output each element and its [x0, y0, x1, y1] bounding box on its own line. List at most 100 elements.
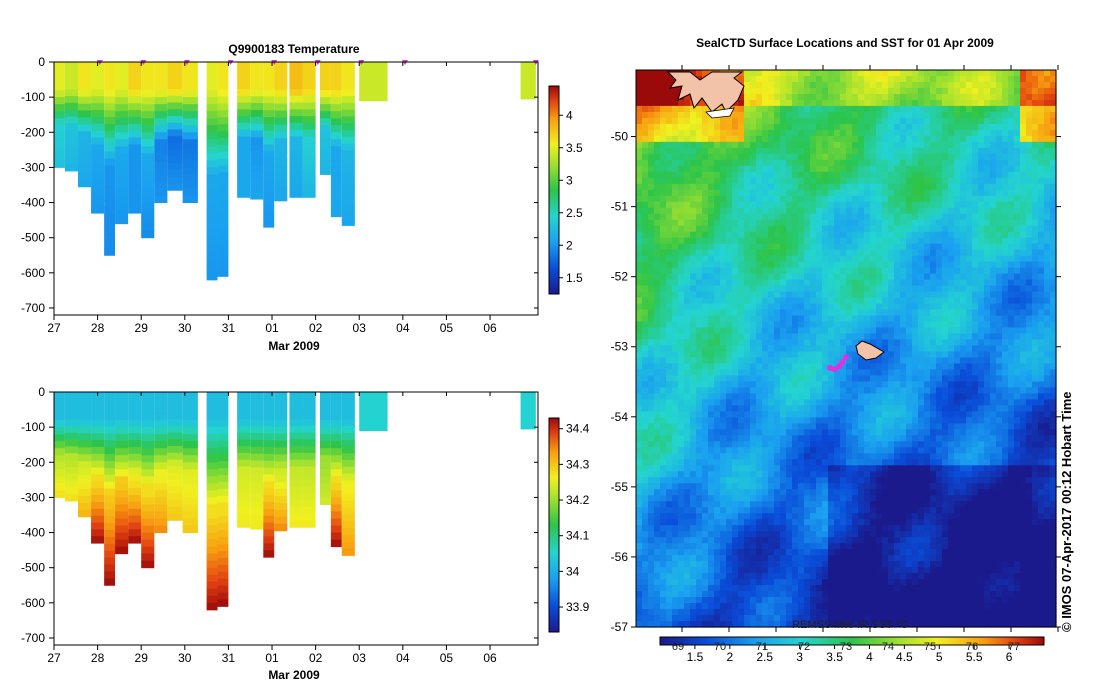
sst-cell	[636, 291, 643, 299]
sst-cell	[726, 315, 733, 323]
sst-cell	[786, 243, 793, 251]
sst-cell	[870, 135, 877, 143]
sst-cell	[1026, 129, 1033, 137]
cell	[104, 543, 116, 552]
sst-cell	[1026, 147, 1033, 155]
cell	[91, 488, 105, 496]
sst-cell	[924, 255, 931, 263]
sst-cell	[810, 123, 817, 131]
sst-cell	[660, 207, 667, 215]
sst-cell	[642, 303, 649, 311]
sst-cell	[822, 327, 829, 335]
sst-cell	[930, 81, 937, 89]
sst-cell	[888, 249, 895, 257]
cell	[330, 511, 342, 519]
sst-cell	[906, 183, 913, 191]
sst-cell	[936, 345, 943, 353]
sst-cell	[960, 309, 967, 317]
sst-cell	[912, 159, 919, 167]
sst-cell	[954, 93, 961, 101]
sst-cell	[1008, 171, 1015, 179]
sst-cell	[642, 243, 649, 251]
sst-cell	[780, 321, 787, 329]
sst-cell	[780, 255, 787, 263]
cell	[115, 139, 129, 147]
sst-cell	[882, 309, 889, 317]
sst-cell	[924, 225, 931, 233]
cell	[330, 392, 342, 400]
cell	[250, 508, 264, 516]
sst-cell	[762, 291, 769, 299]
sst-cell	[762, 207, 769, 215]
cell	[274, 96, 288, 105]
sst-cell	[690, 237, 697, 245]
cell	[319, 406, 331, 414]
cell	[64, 75, 78, 83]
sst-cell	[726, 135, 733, 143]
cell	[359, 424, 388, 432]
sst-cell	[774, 243, 781, 251]
sst-cell	[690, 219, 697, 227]
sst-cell	[972, 207, 979, 215]
cell	[206, 118, 218, 126]
sst-cell	[720, 387, 727, 395]
sst-cell	[894, 129, 901, 137]
cell	[141, 511, 155, 519]
sst-cell	[1014, 321, 1021, 329]
sst-cell	[936, 219, 943, 227]
cb-tick-label: 3	[566, 173, 573, 187]
sst-cell	[840, 159, 847, 167]
cell	[182, 399, 198, 407]
cell	[217, 227, 229, 236]
sst-cell	[654, 207, 661, 215]
cell	[217, 117, 229, 125]
sst-cell	[762, 225, 769, 233]
cell	[115, 518, 129, 527]
cell	[289, 109, 303, 117]
sst-cell	[990, 309, 997, 317]
cell	[128, 110, 142, 118]
cell	[167, 500, 183, 508]
sst-cell	[732, 285, 739, 293]
sst-cell	[768, 201, 775, 209]
sst-cell	[654, 351, 661, 359]
sst-cell	[1044, 219, 1051, 227]
profile-11	[206, 62, 218, 281]
cell	[64, 426, 78, 434]
sst-cell	[648, 81, 655, 89]
x-tick-label: 31	[222, 321, 236, 335]
sst-cell	[702, 279, 709, 287]
sst-cell	[738, 70, 745, 77]
sst-cell	[798, 393, 805, 401]
sst-cell	[936, 333, 943, 341]
sst-cell	[1044, 273, 1051, 281]
sst-cell	[750, 207, 757, 215]
sst-cell	[654, 273, 661, 281]
sst-cell	[780, 123, 787, 131]
sst-cell	[924, 153, 931, 161]
cb-tick-label: 34.4	[566, 422, 590, 436]
cell	[319, 420, 331, 428]
cell	[263, 508, 275, 517]
cell	[167, 136, 183, 144]
sst-cell	[1002, 357, 1009, 365]
sst-cell	[984, 147, 991, 155]
sst-cell	[978, 381, 985, 389]
sst-cell	[972, 135, 979, 143]
sst-cell	[822, 303, 829, 311]
sst-cell	[660, 351, 667, 359]
sst-cell	[960, 333, 967, 341]
sst-cell	[1032, 93, 1039, 101]
sst-cell	[666, 327, 673, 335]
cell	[154, 476, 168, 484]
sst-cell	[786, 381, 793, 389]
sst-cell	[870, 279, 877, 287]
cell	[330, 90, 342, 98]
sst-cell	[888, 267, 895, 275]
sst-cell	[828, 333, 835, 341]
sst-cell	[750, 117, 757, 125]
temperature-colorbar	[548, 85, 560, 295]
cell	[359, 417, 388, 425]
cell	[289, 486, 303, 494]
sst-cell	[816, 369, 823, 377]
